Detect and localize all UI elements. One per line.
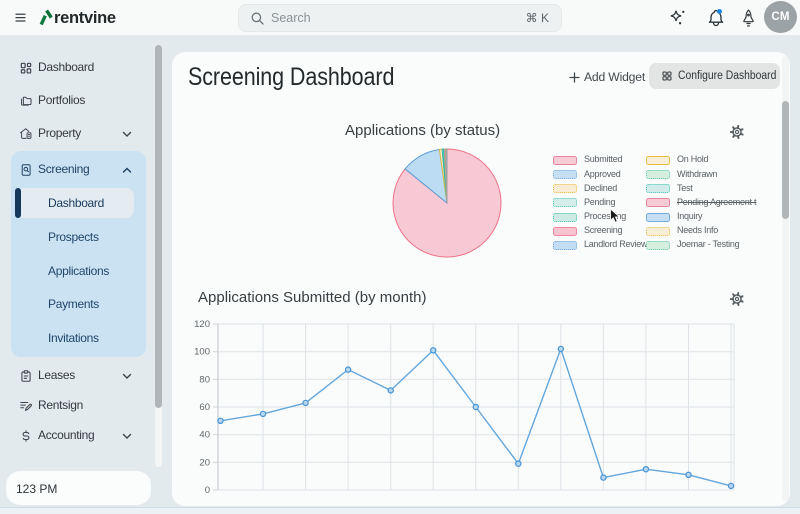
svg-text:40: 40 [199, 430, 210, 441]
svg-text:0: 0 [205, 485, 210, 496]
svg-text:100: 100 [194, 347, 210, 358]
svg-text:120: 120 [194, 319, 210, 330]
svg-text:80: 80 [199, 374, 210, 385]
svg-text:20: 20 [199, 457, 210, 468]
svg-text:60: 60 [199, 402, 210, 413]
